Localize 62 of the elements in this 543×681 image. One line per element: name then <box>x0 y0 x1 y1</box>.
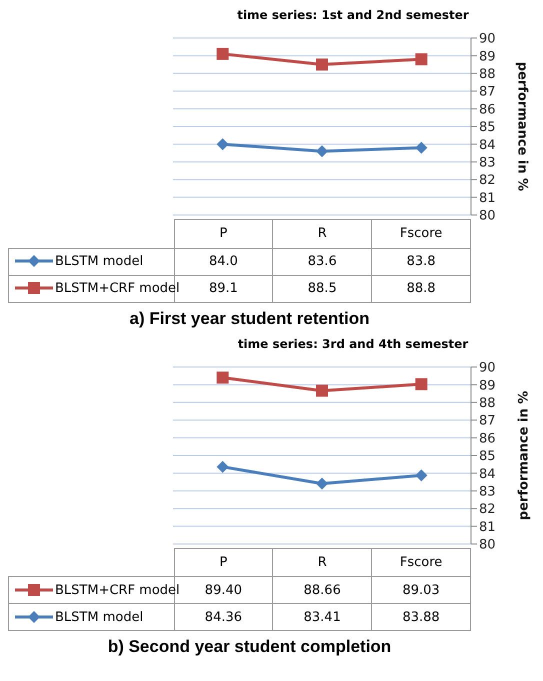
x-tick-label: P <box>174 220 273 248</box>
x-tick-label: P <box>174 548 273 576</box>
legend-label: BLSTM model <box>55 610 144 624</box>
x-tick-label: R <box>272 220 372 248</box>
y-tick-label: 87 <box>479 413 496 428</box>
y-tick-label: 85 <box>479 120 496 136</box>
data-label: 84.0 <box>174 248 273 275</box>
y-axis-title: performance in % <box>516 390 532 520</box>
y-tick-label: 86 <box>479 430 496 446</box>
point <box>216 460 229 472</box>
data-label: 88.5 <box>272 275 372 302</box>
legend-label: BLSTM+CRF model <box>55 582 180 598</box>
point <box>316 384 328 396</box>
y-tick-label: 83 <box>479 156 496 171</box>
chart-title: time series: 1st and 2nd semester <box>236 8 470 24</box>
y-tick-label: 84 <box>479 466 496 482</box>
y-tick-label: 84 <box>479 138 496 153</box>
text: a) First year student retention <box>128 308 370 328</box>
data-label: 83.6 <box>272 248 372 275</box>
data-label: 88.8 <box>372 275 470 302</box>
legend-label: BLSTM model <box>55 254 144 269</box>
point <box>316 477 328 490</box>
point <box>415 53 428 66</box>
y-axis-title: performance in % <box>514 62 530 192</box>
chart-title: time series: 3rd and 4th semester <box>236 336 470 352</box>
y-tick-label: 87 <box>479 84 496 100</box>
text: b) Second year student completion <box>106 637 392 657</box>
y-tick-label: 83 <box>479 484 496 500</box>
data-label: 89.1 <box>208 281 238 296</box>
y-tick-label: 80 <box>479 208 496 224</box>
point <box>216 371 229 384</box>
point <box>316 145 328 158</box>
y-tick-label: 89 <box>479 378 496 393</box>
y-tick-label: 81 <box>479 190 496 206</box>
data-label: 89.40 <box>204 582 242 598</box>
y-tick-label: 90 <box>479 32 496 47</box>
data-label: 83.8 <box>372 248 470 275</box>
point <box>415 378 428 390</box>
data-label: 83.41 <box>272 604 372 630</box>
data-label: 88.66 <box>272 576 372 604</box>
point <box>316 58 328 71</box>
point <box>415 468 428 481</box>
x-tick-label: Fscore <box>372 220 470 248</box>
y-tick-label: 81 <box>479 519 496 534</box>
x-tick-label: R <box>272 548 372 576</box>
data-label: 83.88 <box>372 604 470 630</box>
y-tick-label: 86 <box>479 102 496 118</box>
y-tick-label: 90 <box>479 360 496 376</box>
point <box>216 48 229 60</box>
y-tick-label: 82 <box>479 502 496 517</box>
x-tick-label: Fscore <box>372 548 470 576</box>
y-tick-label: 85 <box>479 448 496 464</box>
y-tick-label: 89 <box>479 49 496 64</box>
y-tick-label: 88 <box>479 396 496 411</box>
point <box>216 138 229 150</box>
y-tick-label: 82 <box>479 173 496 188</box>
data-label: 84.36 <box>174 604 273 630</box>
y-tick-label: 88 <box>479 67 496 82</box>
y-tick-label: 80 <box>479 537 496 552</box>
data-label: 89.03 <box>372 576 470 604</box>
legend-label: BLSTM+CRF model <box>55 281 180 296</box>
point <box>415 142 428 154</box>
